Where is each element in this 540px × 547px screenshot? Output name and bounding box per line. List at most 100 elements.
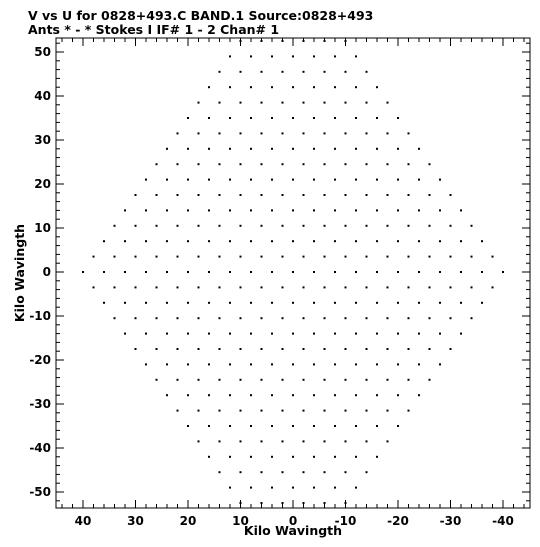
- y-tick-label: -50: [29, 485, 51, 499]
- x-axis-title: Kilo Wavingth: [244, 523, 342, 538]
- uv-point: [386, 163, 389, 166]
- uv-point: [407, 409, 410, 412]
- y-tick-label: 50: [34, 45, 51, 59]
- uv-point: [281, 440, 284, 443]
- uv-point: [124, 240, 126, 243]
- uv-point: [428, 286, 431, 289]
- uv-point: [145, 363, 147, 366]
- uv-point: [460, 209, 462, 212]
- uv-point: [113, 286, 116, 289]
- uv-point: [365, 163, 368, 166]
- uv-point: [166, 178, 168, 181]
- uv-point: [260, 70, 263, 73]
- uv-point: [376, 455, 378, 458]
- uv-point: [323, 40, 326, 42]
- uv-point: [365, 348, 368, 350]
- uv-point: [271, 240, 273, 243]
- uv-point: [197, 224, 200, 227]
- uv-point: [386, 132, 389, 135]
- uv-point: [376, 301, 378, 304]
- uv-point: [187, 178, 189, 181]
- uv-point: [386, 286, 389, 289]
- uv-point: [334, 363, 336, 366]
- uv-point: [397, 117, 399, 119]
- uv-point: [344, 40, 347, 42]
- x-tick-label: -20: [387, 514, 409, 528]
- uv-point: [355, 55, 357, 58]
- uv-point: [323, 255, 326, 258]
- uv-point: [386, 378, 389, 381]
- uv-point: [313, 240, 315, 243]
- x-tick-label: -30: [440, 514, 462, 528]
- uv-point: [365, 194, 368, 196]
- uv-point: [145, 332, 147, 335]
- uv-point: [239, 348, 242, 350]
- uv-point: [229, 147, 231, 150]
- uv-point: [239, 471, 242, 474]
- uv-point: [271, 86, 273, 89]
- uv-point: [187, 209, 189, 212]
- uv-point: [418, 271, 420, 273]
- uv-point: [218, 101, 221, 104]
- uv-point: [166, 271, 168, 273]
- uv-point: [470, 286, 473, 289]
- uv-point: [418, 209, 420, 212]
- uv-point: [376, 363, 378, 366]
- uv-point: [197, 101, 200, 104]
- uv-point: [376, 240, 378, 243]
- uv-point: [281, 194, 284, 196]
- uv-point: [155, 163, 158, 166]
- y-tick-label: 30: [34, 133, 51, 147]
- uv-point: [197, 163, 200, 166]
- uv-point: [355, 178, 357, 181]
- uv-point: [302, 348, 305, 350]
- uv-point: [407, 286, 410, 289]
- uv-point: [439, 240, 441, 243]
- uv-point: [344, 409, 347, 412]
- uv-point: [323, 440, 326, 443]
- uv-point: [208, 301, 210, 304]
- uv-point: [313, 425, 315, 427]
- uv-point: [176, 194, 179, 196]
- uv-point: [323, 471, 326, 474]
- uv-point: [113, 255, 116, 258]
- uv-point: [407, 348, 410, 350]
- uv-point: [376, 332, 378, 335]
- uv-point: [344, 348, 347, 350]
- uv-point: [407, 163, 410, 166]
- uv-point: [260, 440, 263, 443]
- uv-point: [218, 255, 221, 258]
- uv-point: [323, 286, 326, 289]
- uv-point: [428, 378, 431, 381]
- uv-point: [103, 271, 105, 273]
- uv-point: [344, 378, 347, 381]
- uv-point: [355, 301, 357, 304]
- uv-point: [208, 147, 210, 150]
- uv-point: [260, 502, 263, 504]
- uv-point: [271, 117, 273, 119]
- uv-point: [386, 101, 389, 104]
- uv-point: [145, 240, 147, 243]
- uv-point: [229, 178, 231, 181]
- uv-point: [313, 486, 315, 489]
- uv-point: [197, 348, 200, 350]
- uv-point: [376, 425, 378, 427]
- uv-point: [397, 209, 399, 212]
- plot-subtitle: Ants * - * Stokes I IF# 1 - 2 Chan# 1: [28, 22, 279, 37]
- uv-point: [323, 132, 326, 135]
- uv-point: [386, 317, 389, 320]
- uv-point: [134, 286, 137, 289]
- uv-point: [449, 255, 452, 258]
- uv-point: [302, 132, 305, 135]
- uv-point: [187, 147, 189, 150]
- uv-point: [313, 363, 315, 366]
- uv-point: [397, 178, 399, 181]
- uv-point: [407, 224, 410, 227]
- uv-point: [187, 117, 189, 119]
- y-tick-label: -40: [29, 441, 51, 455]
- uv-point: [386, 194, 389, 196]
- uv-point: [376, 178, 378, 181]
- uv-point: [355, 425, 357, 427]
- uv-point: [239, 440, 242, 443]
- uv-point: [313, 271, 315, 273]
